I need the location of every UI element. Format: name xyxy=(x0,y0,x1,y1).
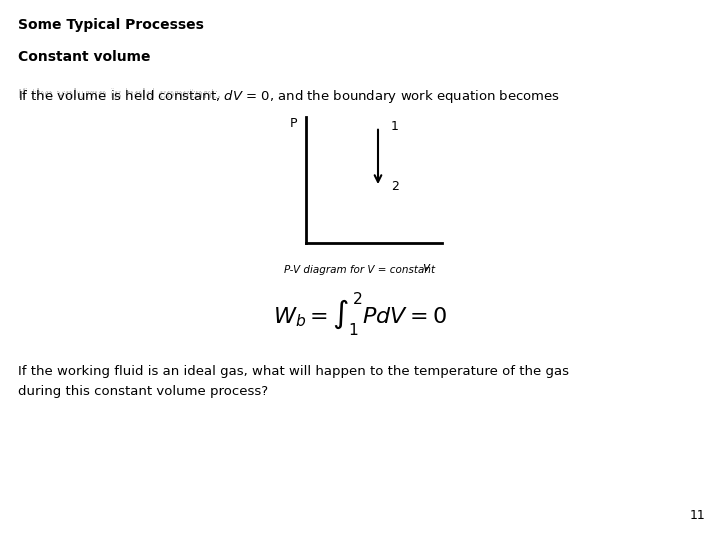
Text: v: v xyxy=(423,261,430,274)
Text: If the volume is held constant,: If the volume is held constant, xyxy=(18,88,225,101)
Text: during this constant volume process?: during this constant volume process? xyxy=(18,385,268,398)
Text: P: P xyxy=(290,117,297,130)
Text: 1: 1 xyxy=(391,120,399,133)
Text: P-V diagram for V = constant: P-V diagram for V = constant xyxy=(284,265,436,275)
Text: If the working fluid is an ideal gas, what will happen to the temperature of the: If the working fluid is an ideal gas, wh… xyxy=(18,365,569,378)
Text: Some Typical Processes: Some Typical Processes xyxy=(18,18,204,32)
Text: If the volume is held constant,: If the volume is held constant, xyxy=(18,88,225,101)
Text: $W_b = \int_1^2 PdV = 0$: $W_b = \int_1^2 PdV = 0$ xyxy=(273,290,447,338)
Text: 11: 11 xyxy=(689,509,705,522)
Text: 2: 2 xyxy=(391,180,399,193)
Text: Constant volume: Constant volume xyxy=(18,50,150,64)
Text: If the volume is held constant, $\it{dV}$ = 0, and the boundary work equation be: If the volume is held constant, $\it{dV}… xyxy=(18,88,560,105)
